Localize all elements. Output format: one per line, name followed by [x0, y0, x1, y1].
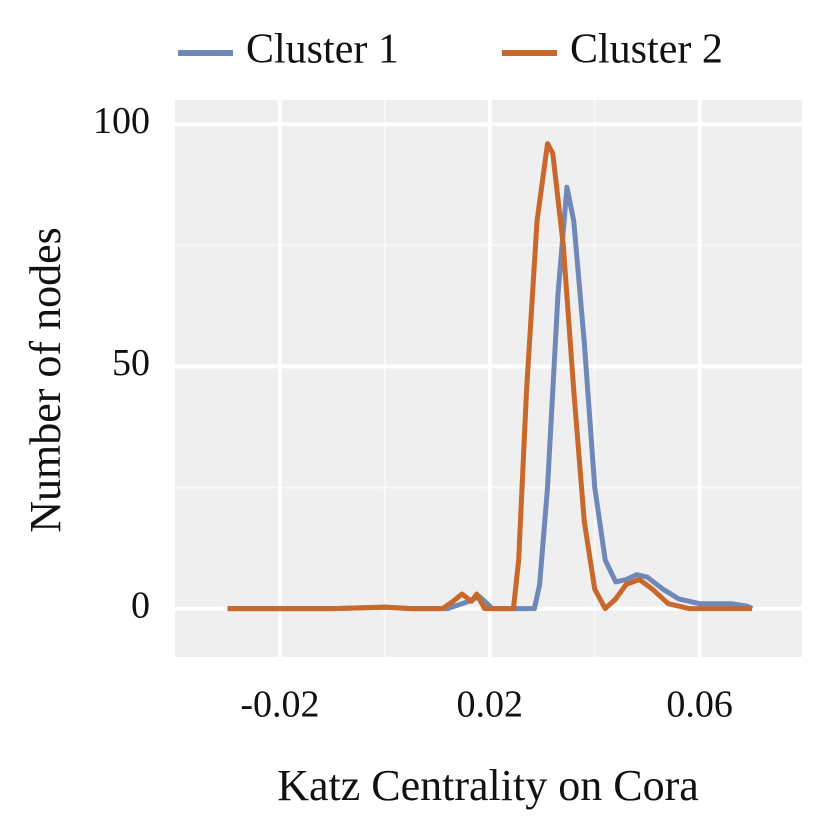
y-tick-label: 50 [112, 342, 150, 384]
y-axis-label: Number of nodes [21, 227, 70, 533]
y-tick-label: 100 [93, 100, 150, 142]
legend-label: Cluster 2 [570, 27, 723, 73]
x-tick-label: -0.02 [240, 684, 319, 726]
x-axis-label: Katz Centrality on Cora [277, 761, 699, 810]
y-tick-label: 0 [131, 584, 150, 626]
x-tick-label: 0.06 [666, 684, 733, 726]
x-tick-label: 0.02 [457, 684, 524, 726]
series-line [227, 141, 753, 612]
series-line [227, 184, 754, 612]
legend-label: Cluster 1 [246, 27, 399, 73]
